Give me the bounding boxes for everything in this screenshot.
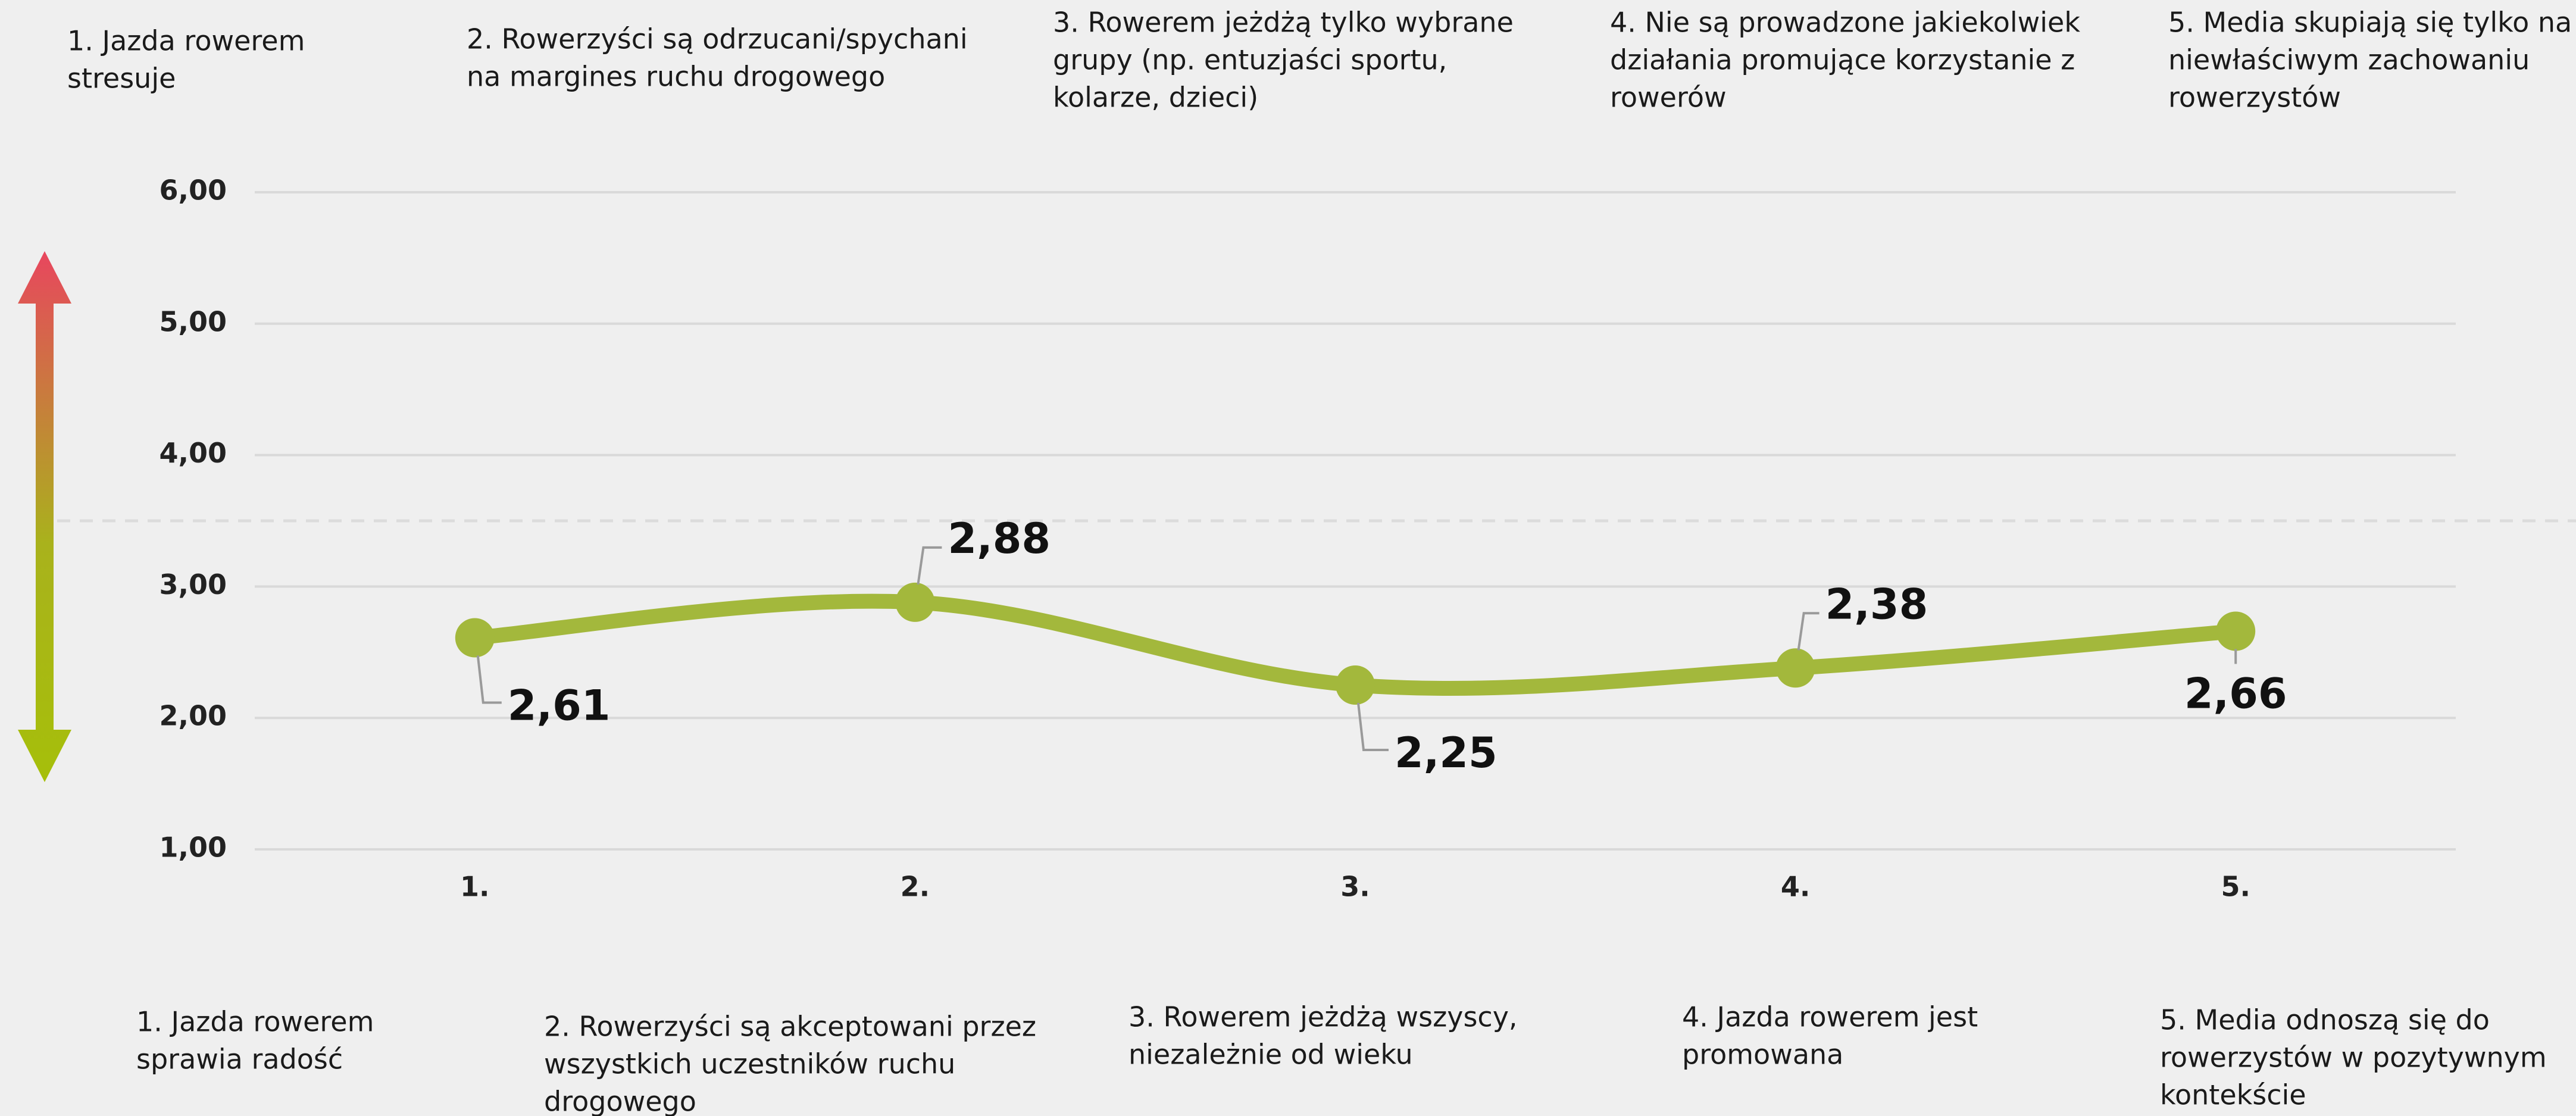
y-tick-label: 3,00 xyxy=(160,568,227,601)
y-tick-label: 5,00 xyxy=(160,305,227,337)
point xyxy=(455,618,495,658)
x-tick-label: 2. xyxy=(901,871,930,903)
scale-arrow xyxy=(18,251,71,782)
top-annotation: rowerów xyxy=(1610,82,1727,114)
x-tick-label: 3. xyxy=(1340,871,1370,903)
bottom-annotation: niezależnie od wieku xyxy=(1128,1039,1413,1071)
top-annotation: niewłaściwym zachowaniu xyxy=(2168,44,2530,76)
top-annotation: działania promujące korzystanie z xyxy=(1610,44,2075,76)
x-tick-label: 4. xyxy=(1781,871,1810,903)
leader-line xyxy=(917,546,942,585)
bottom-annotation: kontekście xyxy=(2160,1079,2306,1111)
value-label: 2,25 xyxy=(1395,729,1498,777)
leader-line xyxy=(1797,612,1820,651)
y-tick-label: 1,00 xyxy=(160,831,227,864)
bottom-annotation: rowerzystów w pozytywnym xyxy=(2160,1042,2547,1074)
top-annotation: rowerzystów xyxy=(2168,82,2341,114)
top-annotation: 4. Nie są prowadzone jakiekolwiek xyxy=(1610,7,2080,39)
top-annotation: kolarze, dzieci) xyxy=(1053,82,1258,114)
value-label: 2,38 xyxy=(1825,580,1928,629)
bottom-annotation: wszystkich uczestników ruchu xyxy=(544,1048,955,1080)
value-label: 2,66 xyxy=(2184,670,2287,718)
top-annotation: 1. Jazda rowerem xyxy=(67,25,305,57)
bottom-annotation: 5. Media odnoszą się do xyxy=(2160,1004,2490,1036)
bottom-annotation: 4. Jazda rowerem jest xyxy=(1682,1001,1978,1033)
value-label: 2,88 xyxy=(948,514,1051,563)
point xyxy=(1336,665,1375,705)
leader-line xyxy=(1357,702,1389,751)
top-annotation: 3. Rowerem jeżdżą tylko wybrane xyxy=(1053,7,1514,39)
bottom-annotation: sprawia radość xyxy=(136,1043,343,1076)
top-annotation: 5. Media skupiają się tylko na xyxy=(2168,7,2572,39)
top-annotation: na margines ruchu drogowego xyxy=(467,61,885,93)
value-label: 2,61 xyxy=(508,682,611,730)
x-tick-label: 5. xyxy=(2221,871,2250,903)
top-annotation: 2. Rowerzyści są odrzucani/spychani xyxy=(467,23,968,55)
point xyxy=(1775,648,1815,688)
bottom-annotation: 2. Rowerzyści są akceptowani przez xyxy=(544,1011,1036,1043)
top-annotation: grupy (np. entuzjaści sportu, xyxy=(1053,44,1447,76)
point xyxy=(2216,611,2256,651)
y-tick-label: 6,00 xyxy=(160,174,227,207)
bottom-annotation: drogowego xyxy=(544,1086,696,1116)
bottom-annotation: 3. Rowerem jeżdżą wszyscy, xyxy=(1128,1001,1518,1033)
y-tick-label: 4,00 xyxy=(160,437,227,469)
bottom-annotation: 1. Jazda rowerem xyxy=(136,1006,374,1038)
top-annotation: stresuje xyxy=(67,62,176,95)
bottom-annotation: promowana xyxy=(1682,1039,1843,1071)
leader-line xyxy=(476,655,502,704)
point xyxy=(895,582,935,622)
x-tick-label: 1. xyxy=(460,871,489,903)
y-tick-label: 2,00 xyxy=(160,700,227,732)
